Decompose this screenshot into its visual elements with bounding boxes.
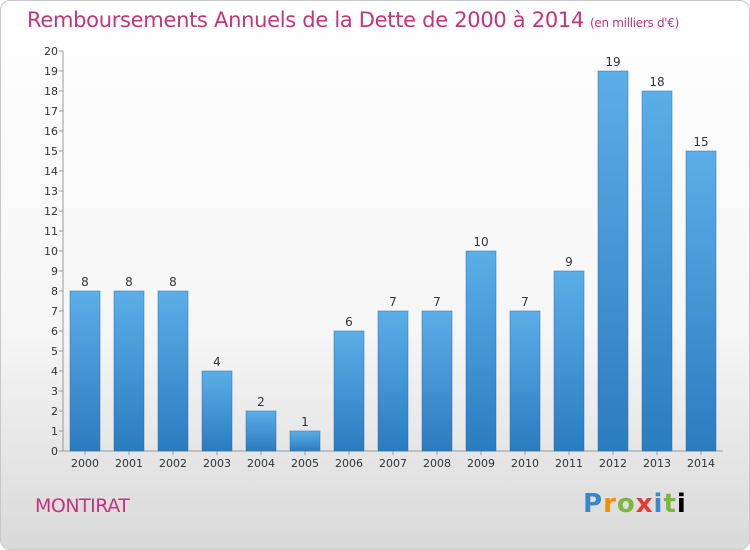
x-tick-label: 2002 (159, 457, 187, 470)
bar-2003 (201, 370, 233, 452)
y-tick-label: 0 (51, 445, 58, 458)
bar-2002 (157, 290, 189, 452)
x-tick-label: 2004 (247, 457, 275, 470)
y-tick-label: 20 (44, 45, 58, 58)
chart-unit: (en milliers d'€) (590, 16, 680, 30)
value-label: 18 (649, 75, 664, 89)
chart-title-text: Remboursements Annuels de la Dette de 20… (27, 8, 584, 32)
bar-2007 (377, 310, 409, 452)
commune-name: MONTIRAT (35, 495, 130, 517)
bar-2013 (641, 90, 673, 452)
y-tick-label: 4 (51, 365, 58, 378)
y-tick-label: 9 (51, 265, 58, 278)
bar-2008 (421, 310, 453, 452)
value-label: 8 (125, 275, 133, 289)
y-tick-label: 13 (44, 185, 58, 198)
x-tick-label: 2008 (423, 457, 451, 470)
bar-2011 (553, 270, 585, 452)
bar-2006 (333, 330, 365, 452)
x-tick-label: 2005 (291, 457, 319, 470)
value-label: 4 (213, 355, 221, 369)
y-tick-label: 1 (51, 425, 58, 438)
y-tick-label: 16 (44, 125, 58, 138)
y-tick-label: 2 (51, 405, 58, 418)
x-tick-label: 2010 (511, 457, 539, 470)
value-label: 8 (81, 275, 89, 289)
x-tick-label: 2009 (467, 457, 495, 470)
x-tick-label: 2014 (687, 457, 715, 470)
value-label: 6 (345, 315, 353, 329)
value-label: 7 (389, 295, 397, 309)
y-tick-label: 10 (44, 245, 58, 258)
y-tick-label: 6 (51, 325, 58, 338)
y-tick-label: 17 (44, 105, 58, 118)
bar-2000 (69, 290, 101, 452)
x-tick-label: 2012 (599, 457, 627, 470)
bar-2009 (465, 250, 497, 452)
value-label: 15 (693, 135, 708, 149)
bar-2005 (289, 430, 321, 452)
x-tick-label: 2003 (203, 457, 231, 470)
value-label: 8 (169, 275, 177, 289)
bar-2010 (509, 310, 541, 452)
y-tick-label: 14 (44, 165, 58, 178)
proxiti-logo: Proxiti (583, 489, 687, 519)
y-tick-label: 11 (44, 225, 58, 238)
y-tick-label: 5 (51, 345, 58, 358)
value-label: 19 (605, 55, 620, 69)
value-label: 9 (565, 255, 573, 269)
value-label: 10 (473, 235, 488, 249)
value-label: 2 (257, 395, 265, 409)
y-tick-label: 19 (44, 65, 58, 78)
bar-2012 (597, 70, 629, 452)
x-tick-label: 2001 (115, 457, 143, 470)
value-label: 7 (521, 295, 529, 309)
bar-2014 (685, 150, 717, 452)
y-tick-label: 18 (44, 85, 58, 98)
x-tick-label: 2006 (335, 457, 363, 470)
x-tick-label: 2007 (379, 457, 407, 470)
bar-2004 (245, 410, 277, 452)
bar-2001 (113, 290, 145, 452)
x-tick-label: 2013 (643, 457, 671, 470)
x-tick-label: 2000 (71, 457, 99, 470)
y-tick-label: 3 (51, 385, 58, 398)
y-tick-label: 7 (51, 305, 58, 318)
y-tick-label: 12 (44, 205, 58, 218)
y-tick-label: 8 (51, 285, 58, 298)
y-tick-label: 15 (44, 145, 58, 158)
value-label: 1 (301, 415, 309, 429)
chart-title: Remboursements Annuels de la Dette de 20… (27, 8, 679, 32)
value-label: 7 (433, 295, 441, 309)
x-tick-label: 2011 (555, 457, 583, 470)
